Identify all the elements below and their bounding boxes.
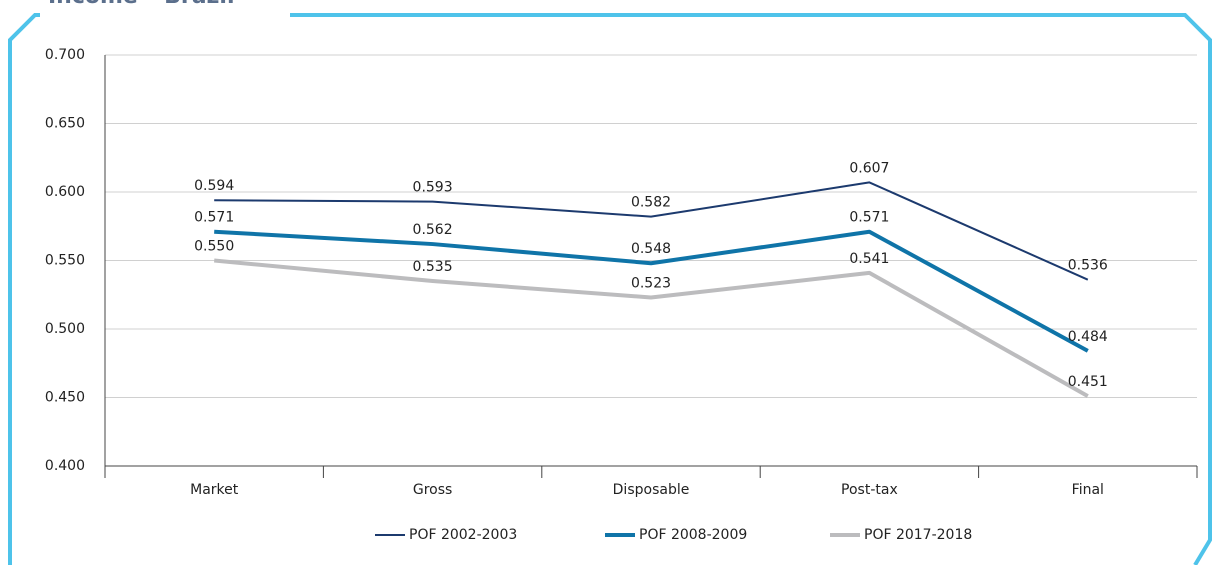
data-label: 0.536 bbox=[1068, 258, 1108, 274]
data-label: 0.594 bbox=[194, 178, 234, 194]
series-line bbox=[214, 258, 1089, 398]
data-label: 0.607 bbox=[849, 160, 889, 176]
data-label: 0.535 bbox=[413, 259, 453, 275]
frame bbox=[8, 13, 1212, 565]
legend-label: POF 2002-2003 bbox=[409, 527, 517, 543]
y-tick-label: 0.700 bbox=[45, 47, 85, 63]
y-tick-label: 0.550 bbox=[45, 253, 85, 269]
x-tick-label: Gross bbox=[413, 482, 452, 498]
data-label: 0.484 bbox=[1068, 329, 1108, 345]
x-tick-label: Final bbox=[1072, 482, 1104, 498]
data-label: 0.571 bbox=[849, 210, 889, 226]
data-label: 0.550 bbox=[194, 239, 234, 255]
y-tick-label: 0.400 bbox=[45, 458, 85, 474]
data-label: 0.593 bbox=[413, 180, 453, 196]
y-tick-label: 0.600 bbox=[45, 184, 85, 200]
legend-label: POF 2008-2009 bbox=[639, 527, 747, 543]
series-line bbox=[214, 229, 1089, 353]
data-label: 0.523 bbox=[631, 275, 671, 291]
data-label: 0.541 bbox=[849, 251, 889, 267]
data-label: 0.451 bbox=[1068, 374, 1108, 390]
data-label: 0.548 bbox=[631, 241, 671, 257]
legend-label: POF 2017-2018 bbox=[864, 527, 972, 543]
y-tick-label: 0.500 bbox=[45, 321, 85, 337]
y-tick-label: 0.450 bbox=[45, 390, 85, 406]
x-tick-label: Post-tax bbox=[841, 482, 898, 498]
data-label: 0.562 bbox=[413, 222, 453, 238]
x-tick-label: Market bbox=[190, 482, 239, 498]
title-background bbox=[40, 0, 290, 17]
series-line bbox=[214, 181, 1089, 281]
y-tick-label: 0.650 bbox=[45, 116, 85, 132]
data-label: 0.571 bbox=[194, 210, 234, 226]
data-label: 0.582 bbox=[631, 195, 671, 211]
x-tick-label: Disposable bbox=[613, 482, 690, 498]
chart-title: Income – Brazil bbox=[48, 0, 235, 9]
